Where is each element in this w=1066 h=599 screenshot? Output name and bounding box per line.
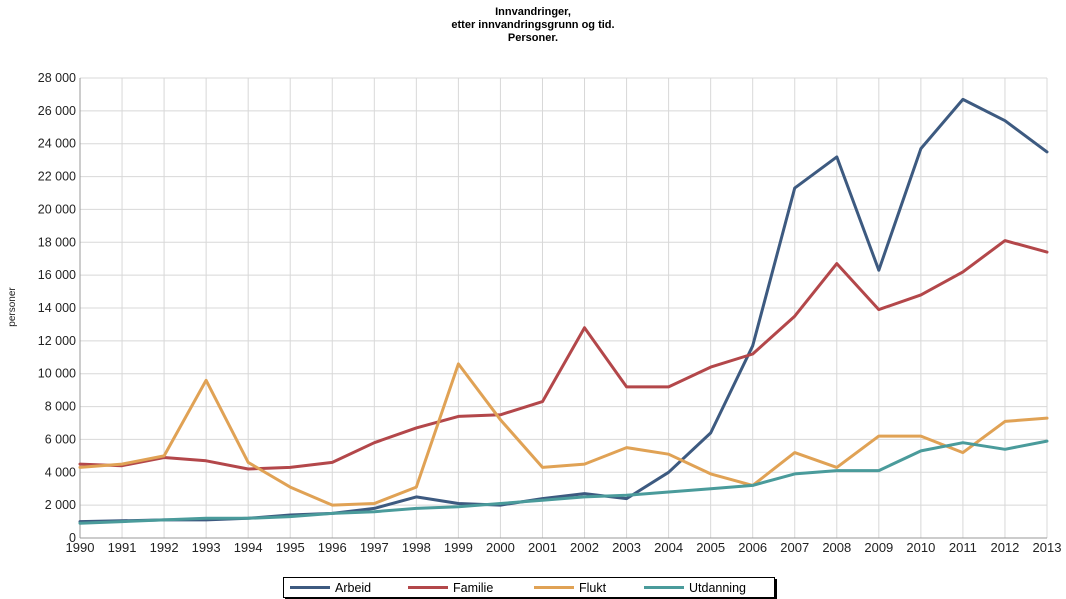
x-tick-labels: 1990 1991 1992 1993 1994 1995 1996 1997 1998 1999… bbox=[66, 540, 1062, 555]
legend-item-arbeid: Arbeid bbox=[284, 578, 402, 597]
grid bbox=[79, 77, 1048, 539]
series-lines bbox=[78, 97, 1049, 525]
x-tick-label: 2008 bbox=[822, 540, 851, 555]
chart-title-line-1: Innvandringer, bbox=[495, 6, 571, 18]
y-tick-label: 22 000 bbox=[38, 170, 76, 184]
x-tick-label: 2011 bbox=[949, 540, 977, 555]
y-tick-label: 26 000 bbox=[38, 104, 76, 118]
x-tick-label: 2007 bbox=[780, 540, 809, 555]
series-line-familie bbox=[78, 239, 1049, 471]
y-tick-label: 20 000 bbox=[38, 202, 76, 216]
legend-swatch bbox=[290, 586, 330, 589]
x-tick-label: 1999 bbox=[444, 540, 473, 555]
x-tick-label: 2003 bbox=[612, 540, 641, 555]
x-tick-label: 1995 bbox=[276, 540, 305, 555]
chart-title-line-2: etter innvandringsgrunn og tid. bbox=[451, 19, 615, 31]
legend-item-flukt: Flukt bbox=[528, 578, 638, 597]
y-tick-label: 16 000 bbox=[38, 268, 76, 282]
y-tick-label: 14 000 bbox=[38, 301, 76, 315]
y-tick-label: 6 000 bbox=[45, 432, 76, 446]
y-tick-label: 24 000 bbox=[38, 137, 76, 151]
x-tick-label: 2002 bbox=[570, 540, 599, 555]
y-tick-label: 4 000 bbox=[45, 465, 76, 479]
x-tick-label: 1993 bbox=[192, 540, 221, 555]
legend-label: Arbeid bbox=[335, 580, 372, 595]
legend-swatch bbox=[408, 586, 448, 589]
x-tick-label: 1996 bbox=[318, 540, 347, 555]
x-tick-label: 2000 bbox=[486, 540, 515, 555]
y-tick-label: 10 000 bbox=[38, 367, 76, 381]
series-line-utdanning bbox=[78, 439, 1049, 525]
x-tick-label: 2001 bbox=[528, 540, 557, 555]
y-axis-label: personer bbox=[7, 287, 18, 327]
chart-title-line-3: Personer. bbox=[507, 32, 559, 44]
legend-label: Utdanning bbox=[689, 580, 746, 595]
x-tick-label: 1991 bbox=[108, 540, 137, 555]
legend-item-familie: Familie bbox=[402, 578, 528, 597]
x-tick-label: 1992 bbox=[150, 540, 179, 555]
x-tick-label: 1994 bbox=[234, 540, 263, 555]
x-tick-label: 1997 bbox=[360, 540, 389, 555]
legend: Arbeid Familie Flukt Utdanning bbox=[283, 577, 775, 598]
x-tick-label: 2012 bbox=[990, 540, 1019, 555]
legend-label: Familie bbox=[453, 580, 494, 595]
y-tick-label: 28 000 bbox=[38, 71, 76, 85]
x-tick-label: 2009 bbox=[864, 540, 893, 555]
y-tick-label: 2 000 bbox=[45, 498, 76, 512]
y-tick-label: 12 000 bbox=[38, 334, 76, 348]
x-tick-label: 2013 bbox=[1033, 540, 1062, 555]
legend-swatch bbox=[534, 586, 574, 589]
legend-label: Flukt bbox=[579, 580, 607, 595]
series-line-flukt bbox=[78, 362, 1049, 507]
x-tick-label: 2010 bbox=[906, 540, 935, 555]
y-tick-label: 8 000 bbox=[45, 400, 76, 414]
x-tick-label: 1998 bbox=[402, 540, 431, 555]
x-tick-label: 1990 bbox=[66, 540, 95, 555]
x-tick-label: 2005 bbox=[696, 540, 725, 555]
x-tick-label: 2004 bbox=[654, 540, 683, 555]
y-tick-label: 18 000 bbox=[38, 235, 76, 249]
legend-swatch bbox=[644, 586, 684, 589]
x-tick-label: 2006 bbox=[738, 540, 767, 555]
line-chart: 0 2 000 4 000 6 000 8 000 10 000 12 000 14 000 1… bbox=[7, 71, 1062, 555]
y-tick-labels: 0 2 000 4 000 6 000 8 000 10 000 12 000 14 000 1… bbox=[38, 71, 76, 545]
legend-item-utdanning: Utdanning bbox=[638, 578, 768, 597]
y-tick-label: 0 bbox=[69, 531, 76, 545]
axes bbox=[79, 78, 1047, 539]
